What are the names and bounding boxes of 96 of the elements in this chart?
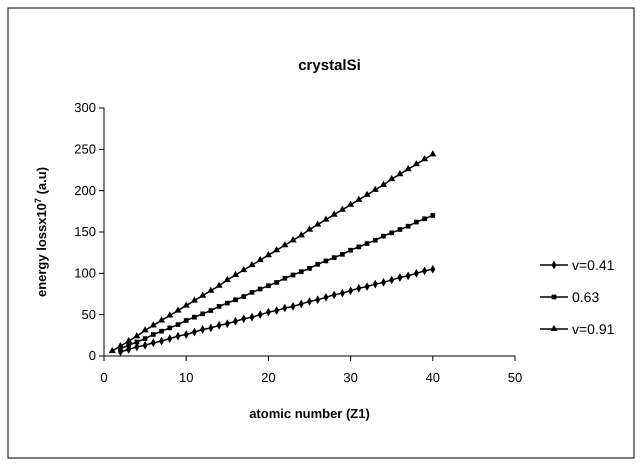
point <box>406 224 410 229</box>
point <box>274 280 279 285</box>
point <box>363 190 371 197</box>
point <box>108 346 116 354</box>
x-tick-label: 10 <box>178 370 194 386</box>
y-tick-label: 150 <box>74 224 96 240</box>
point <box>176 322 180 327</box>
point <box>388 174 396 182</box>
point <box>258 286 263 292</box>
point <box>396 170 404 176</box>
point <box>125 337 132 344</box>
point <box>199 292 206 298</box>
point <box>159 328 164 334</box>
legend-label: v=0.91 <box>572 321 615 337</box>
point <box>232 270 240 278</box>
point <box>298 231 305 238</box>
point <box>289 236 297 242</box>
point <box>429 150 436 156</box>
point <box>282 276 288 281</box>
point <box>306 225 314 232</box>
x-tick-label: 50 <box>508 370 522 386</box>
y-tick-label: 300 <box>74 100 96 116</box>
point <box>372 238 378 243</box>
y-tick-label: 100 <box>74 265 96 280</box>
y-tick-label: 0 <box>88 348 96 364</box>
y-tick-label: 50 <box>82 306 96 322</box>
point <box>190 296 198 303</box>
point <box>216 282 223 288</box>
x-tick-label: 40 <box>426 370 440 386</box>
point <box>404 165 412 172</box>
point <box>248 260 256 268</box>
point <box>281 241 288 248</box>
point <box>142 326 149 332</box>
point <box>224 276 231 282</box>
point <box>174 306 182 313</box>
point <box>150 321 157 328</box>
point <box>126 342 132 348</box>
point <box>266 283 271 288</box>
point <box>421 155 428 162</box>
point <box>348 248 353 253</box>
point <box>134 340 140 344</box>
point <box>389 230 394 236</box>
point <box>412 160 420 166</box>
x-axis-title: atomic number (Z1) <box>249 406 370 421</box>
x-tick-label: 20 <box>261 370 276 386</box>
point <box>330 210 338 217</box>
y-tick-label: 200 <box>74 182 96 198</box>
point <box>184 318 189 323</box>
point <box>133 332 140 338</box>
point <box>324 258 328 264</box>
point <box>322 215 330 222</box>
point <box>240 266 248 272</box>
point <box>166 311 174 318</box>
x-tick-label: 0 <box>100 370 108 386</box>
point <box>208 308 214 313</box>
point <box>364 241 370 246</box>
point <box>355 196 362 202</box>
point <box>422 216 427 222</box>
point <box>250 290 254 295</box>
point <box>356 244 362 250</box>
point <box>332 255 337 260</box>
point <box>307 266 312 271</box>
point <box>192 314 197 320</box>
point <box>430 213 436 218</box>
point <box>347 200 354 207</box>
point <box>290 272 296 278</box>
x-tick-label: 30 <box>343 370 358 386</box>
point <box>298 269 304 274</box>
point <box>338 206 346 212</box>
point <box>207 286 214 293</box>
point <box>233 297 238 302</box>
y-tick-label: 250 <box>74 141 96 156</box>
point <box>182 301 190 308</box>
point <box>372 186 379 192</box>
point <box>224 300 230 306</box>
point <box>142 336 148 341</box>
point <box>241 294 246 299</box>
point <box>150 332 156 337</box>
point <box>381 234 386 238</box>
point <box>200 311 205 316</box>
point <box>315 262 320 267</box>
point <box>116 342 124 348</box>
point <box>264 251 272 258</box>
point <box>256 256 264 262</box>
point <box>380 180 388 187</box>
point <box>398 227 402 232</box>
point <box>216 304 222 309</box>
point <box>340 252 345 257</box>
legend-label: v=0.41 <box>572 257 615 273</box>
point <box>167 326 172 330</box>
point <box>414 220 419 224</box>
legend-label: 0.63 <box>572 289 600 305</box>
chart-title: crystalSi <box>298 57 361 74</box>
point <box>158 316 166 323</box>
point <box>314 220 322 227</box>
point <box>273 246 280 252</box>
